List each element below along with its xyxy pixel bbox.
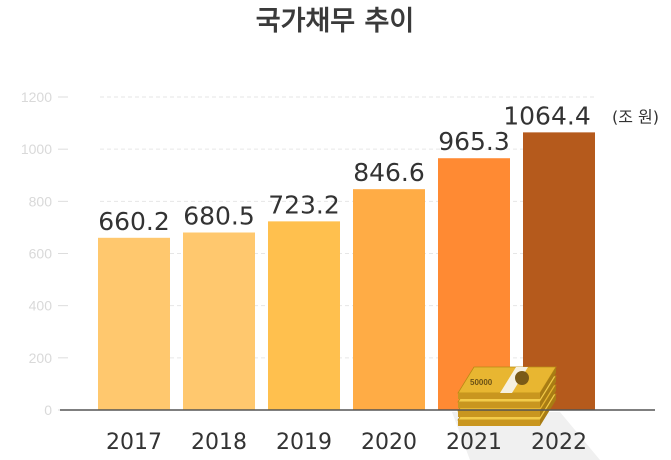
y-tick-label: 1000 [21, 141, 52, 157]
value-label: 1064.4 [503, 101, 590, 130]
money-denomination: 50000 [470, 378, 493, 387]
chart-title: 국가채무 추이 [256, 6, 414, 37]
value-label: 846.6 [353, 158, 425, 187]
y-tick-label: 0 [44, 402, 52, 418]
y-axis: 0 200 400 600 800 1000 1200 [21, 89, 68, 418]
y-tick-label: 200 [29, 350, 53, 366]
y-tick-label: 1200 [21, 89, 52, 105]
y-tick-label: 400 [29, 298, 53, 314]
value-label: 680.5 [183, 202, 255, 231]
grid-lines [100, 96, 595, 359]
unit-label: (조 원) [612, 107, 659, 126]
money-stack-icon: 50000 [452, 366, 600, 460]
bill-edge [458, 411, 540, 417]
x-tick-label: 2022 [531, 430, 587, 455]
x-tick-label: 2021 [446, 430, 502, 455]
y-tick-label: 600 [29, 246, 53, 262]
bill-edge [458, 393, 540, 399]
bill-side [540, 385, 556, 417]
bar [268, 221, 340, 410]
bar [98, 237, 170, 410]
bill-edge [458, 402, 540, 408]
bar [523, 132, 595, 410]
x-tick-label: 2017 [106, 430, 162, 455]
portrait-icon [515, 371, 529, 385]
bill-side [540, 367, 556, 399]
value-label: 965.3 [438, 127, 510, 156]
bill-edge [458, 420, 540, 426]
value-label: 660.2 [98, 207, 170, 236]
x-tick-label: 2019 [276, 430, 332, 455]
bar [183, 232, 255, 410]
bar [353, 189, 425, 410]
x-axis: 2017 2018 2019 2020 2021 2022 [106, 430, 587, 455]
value-label: 723.2 [268, 190, 340, 219]
bill-side [540, 376, 556, 408]
y-tick-label: 800 [29, 193, 53, 209]
x-tick-label: 2018 [191, 430, 247, 455]
x-tick-label: 2020 [361, 430, 417, 455]
